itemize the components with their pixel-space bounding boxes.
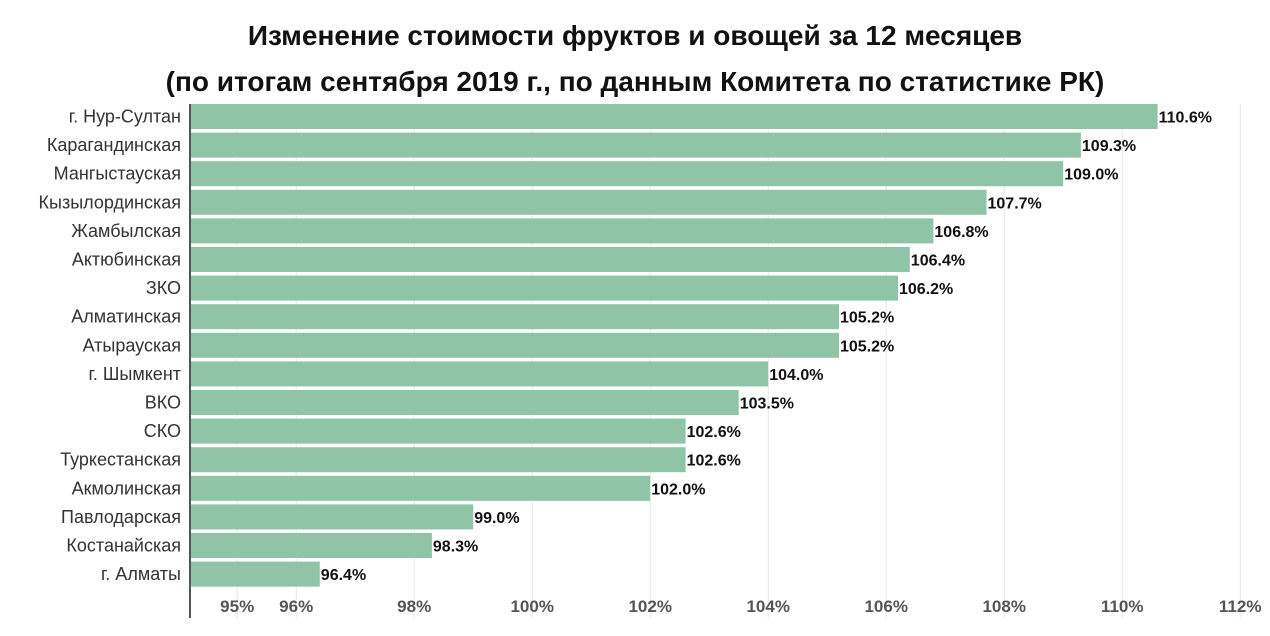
category-label: Мангыстауская <box>54 164 181 184</box>
category-label: Жамбылская <box>71 221 181 241</box>
category-label: ЗКО <box>146 278 181 298</box>
x-tick-labels: 95% 96% 98% 100% 102% 104% 106% 108% 110% 112% <box>220 597 1261 616</box>
category-label: Карагандинская <box>47 135 181 155</box>
value-label: 102.0% <box>651 481 705 498</box>
bar <box>190 247 910 272</box>
value-label: 96.4% <box>321 567 366 584</box>
value-label: 99.0% <box>474 510 519 527</box>
value-label: 109.0% <box>1064 167 1118 184</box>
x-tick-label: 106% <box>864 597 907 616</box>
category-label: ВКО <box>145 393 181 413</box>
x-tick-label: 96% <box>279 597 313 616</box>
value-label: 106.8% <box>934 224 988 241</box>
grid-lines <box>236 104 1241 618</box>
value-label: 109.3% <box>1082 138 1136 155</box>
category-label: Атырауская <box>83 335 181 355</box>
value-label: 98.3% <box>433 539 478 556</box>
value-label: 105.2% <box>840 310 894 327</box>
x-tick-label: 95% <box>220 597 254 616</box>
bar <box>190 218 934 244</box>
category-label: Акмолинская <box>72 478 181 498</box>
bars <box>190 104 1158 587</box>
bar <box>190 189 987 215</box>
bar <box>190 390 739 415</box>
x-tick-label: 98% <box>397 597 431 616</box>
x-tick-label: 110% <box>1101 597 1144 616</box>
value-label: 106.4% <box>911 253 965 270</box>
value-labels: 110.6% 109.3% 109.0% 107.7%106.8% 106.4% 106.… <box>321 110 1212 585</box>
x-tick-label: 102% <box>628 597 671 616</box>
bar <box>190 447 686 473</box>
category-label: Туркестанская <box>60 450 181 470</box>
bar <box>190 304 839 330</box>
bar <box>190 104 1158 129</box>
bar <box>190 418 686 444</box>
x-tick-label: 104% <box>746 597 789 616</box>
category-label: Алматинская <box>71 307 181 327</box>
value-label: 102.6% <box>687 453 741 470</box>
category-label: Павлодарская <box>61 507 181 527</box>
value-label: 103.5% <box>740 396 794 413</box>
value-label: 107.7% <box>988 195 1042 212</box>
value-label: 106.2% <box>899 281 953 298</box>
x-tick-label: 112% <box>1219 597 1262 616</box>
bar <box>190 161 1064 187</box>
category-label: СКО <box>144 421 181 441</box>
x-tick-label: 100% <box>510 597 553 616</box>
value-label: 110.6% <box>1159 110 1212 127</box>
value-label: 105.2% <box>840 338 894 355</box>
bar <box>190 332 839 358</box>
bar <box>190 132 1081 158</box>
bar <box>190 504 474 530</box>
category-label: г. Нур-Султан <box>69 107 181 127</box>
bar <box>190 561 320 587</box>
x-tick-label: 108% <box>982 597 1025 616</box>
bar <box>190 361 769 387</box>
chart-subtitle: (по итогам сентября 2019 г., по данным К… <box>165 66 1105 97</box>
category-labels: г. Нур-Султан Карагандинская Мангыстауская… <box>39 107 181 585</box>
value-label: 104.0% <box>769 367 823 384</box>
category-label: Кызылординская <box>39 192 181 212</box>
category-label: Актюбинская <box>72 250 181 270</box>
value-label: 102.6% <box>687 424 741 441</box>
category-label: г. Шымкент <box>89 364 181 384</box>
chart-title: Изменение стоимости фруктов и овощей за … <box>247 20 1023 51</box>
category-label: г. Алматы <box>101 564 181 584</box>
bar <box>190 475 651 501</box>
category-label: Костанайская <box>66 536 181 556</box>
bar <box>190 533 432 558</box>
bar <box>190 275 898 301</box>
